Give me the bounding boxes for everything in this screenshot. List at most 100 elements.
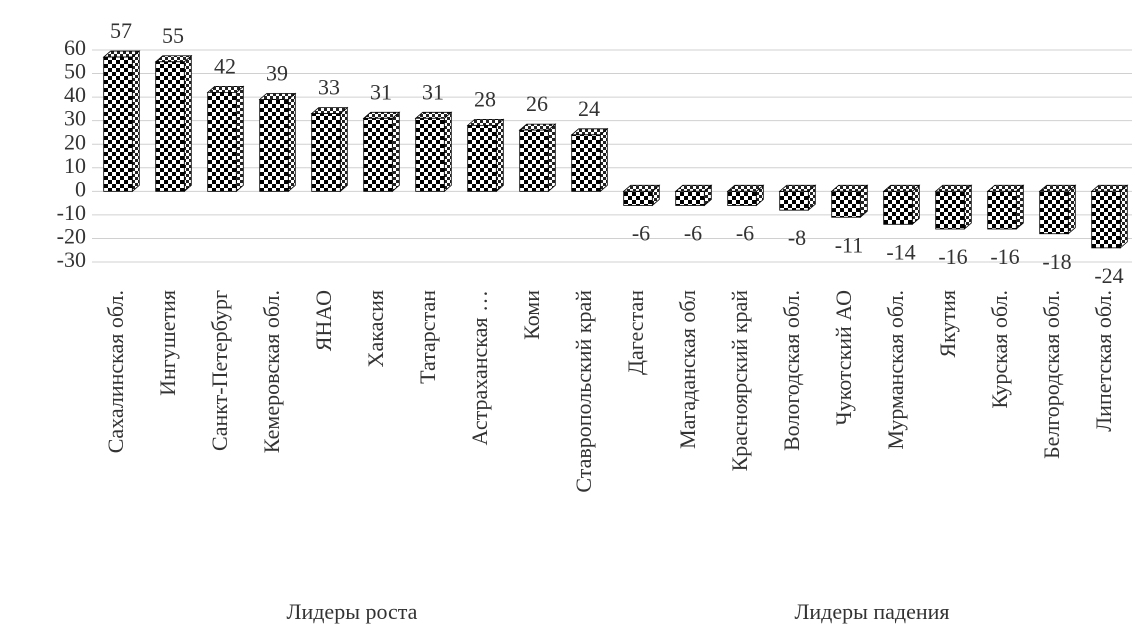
x-tick-label: Белгородская обл.	[1039, 290, 1064, 459]
data-label: -6	[684, 221, 702, 246]
data-label: 57	[110, 18, 132, 43]
bar-top	[1038, 184, 1077, 192]
bar-side	[339, 106, 348, 193]
bar-top	[934, 184, 973, 192]
data-label: -6	[736, 221, 754, 246]
y-tick-label: 30	[64, 106, 86, 131]
bar-side	[235, 85, 244, 193]
data-label: 28	[474, 86, 496, 111]
data-label: -11	[835, 232, 864, 257]
y-tick-label: 10	[64, 153, 86, 178]
bar	[311, 113, 341, 192]
bar-side	[547, 123, 556, 193]
y-tick-label: -10	[57, 200, 86, 225]
bar-side	[287, 92, 296, 193]
x-tick-label: Санкт-Петербург	[207, 290, 232, 451]
bar-side	[1067, 184, 1076, 235]
x-tick-label: Магаданская обл	[675, 290, 700, 449]
bar-side	[131, 50, 140, 193]
bar-side	[963, 184, 972, 230]
y-tick-label: 40	[64, 82, 86, 107]
bar-top	[830, 184, 869, 192]
data-label: 24	[578, 96, 600, 121]
bar	[519, 129, 549, 192]
bar	[259, 99, 289, 192]
bar	[779, 190, 809, 211]
bar-top	[570, 128, 609, 136]
x-tick-label: Липетская обл.	[1091, 290, 1116, 432]
x-tick-label: Хакасия	[363, 290, 388, 367]
y-tick-label: 0	[75, 176, 86, 201]
bar-top	[726, 184, 765, 192]
x-tick-label: Ставропольский край	[571, 290, 596, 493]
bar-top	[622, 184, 661, 192]
bar	[1039, 190, 1069, 235]
bar-top	[466, 118, 505, 126]
y-tick-label: -30	[57, 247, 86, 272]
x-tick-label: Сахалинская обл.	[103, 290, 128, 453]
bar-top	[258, 93, 297, 100]
bar	[987, 190, 1017, 230]
bar	[363, 117, 393, 192]
data-label: -16	[990, 244, 1019, 269]
bar-top	[206, 86, 245, 93]
bar-top	[414, 111, 453, 119]
x-tick-label: Ингушетия	[155, 290, 180, 396]
bar-top	[102, 50, 141, 58]
data-label: -14	[886, 239, 915, 264]
bar	[207, 92, 237, 192]
bar-top	[778, 184, 817, 192]
bar-side	[911, 184, 920, 226]
group-label: Лидеры роста	[287, 599, 418, 624]
bar-top	[362, 111, 401, 119]
bar	[883, 190, 913, 225]
bar-side	[1119, 184, 1128, 249]
bar	[831, 190, 861, 218]
data-label: 31	[422, 79, 444, 104]
x-tick-label: Кемеровская обл.	[259, 290, 284, 453]
x-tick-label: ЯНАО	[311, 290, 336, 351]
x-tick-label: Чукотский АО	[831, 290, 856, 426]
bar	[155, 61, 185, 192]
x-tick-label: Мурманская обл.	[883, 290, 908, 450]
data-label: 55	[162, 23, 184, 48]
data-label: 33	[318, 75, 340, 100]
bar-side	[1015, 184, 1024, 230]
y-tick-label: -20	[57, 223, 86, 248]
bar	[571, 134, 601, 192]
bar	[727, 190, 757, 206]
data-label: -18	[1042, 249, 1071, 274]
x-tick-label: Татарстан	[415, 290, 440, 384]
bar	[103, 56, 133, 192]
group-label: Лидеры падения	[794, 599, 949, 624]
data-label: -24	[1094, 263, 1123, 288]
bar-top	[518, 123, 557, 131]
x-tick-label: Астраханская …	[467, 290, 492, 446]
bar-side	[599, 127, 608, 193]
data-label: 31	[370, 79, 392, 104]
bar-top	[882, 184, 921, 192]
y-tick-label: 60	[64, 35, 86, 60]
bar	[1091, 190, 1121, 249]
bar	[415, 117, 445, 192]
x-tick-label: Дагестан	[623, 290, 648, 375]
bar-top	[1090, 184, 1129, 192]
bar-top	[674, 184, 713, 192]
bar-side	[391, 111, 400, 193]
x-tick-label: Якутия	[935, 290, 960, 358]
y-tick-label: 50	[64, 59, 86, 84]
data-label: -8	[788, 225, 806, 250]
bar-side	[443, 111, 452, 193]
bar-side	[183, 54, 192, 193]
data-label: 26	[526, 91, 548, 116]
data-label: -6	[632, 221, 650, 246]
x-tick-label: Вологодская обл.	[779, 290, 804, 451]
bar	[467, 124, 497, 192]
y-tick-label: 20	[64, 129, 86, 154]
x-tick-label: Красноярский край	[727, 290, 752, 472]
data-label: 42	[214, 53, 236, 78]
data-label: -16	[938, 244, 967, 269]
bar-side	[495, 118, 504, 193]
bar-top	[154, 55, 193, 63]
